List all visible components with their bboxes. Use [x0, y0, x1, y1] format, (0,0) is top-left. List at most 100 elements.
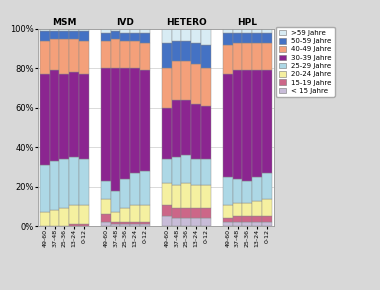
Bar: [233, 33, 242, 43]
Bar: [69, 204, 79, 224]
Bar: [201, 106, 211, 159]
Bar: [223, 177, 233, 204]
Bar: [191, 64, 201, 104]
Bar: [162, 216, 172, 226]
Bar: [233, 29, 242, 33]
Bar: [40, 41, 50, 74]
Bar: [262, 29, 272, 33]
Bar: [223, 218, 233, 222]
Bar: [140, 204, 150, 222]
Bar: [162, 108, 172, 159]
Bar: [59, 29, 69, 31]
Bar: [223, 29, 233, 33]
Bar: [69, 157, 79, 204]
Bar: [201, 29, 211, 45]
Bar: [111, 222, 120, 224]
Text: HPL: HPL: [237, 18, 257, 27]
Bar: [162, 43, 172, 68]
Bar: [120, 41, 130, 68]
Bar: [172, 61, 181, 100]
Bar: [162, 183, 172, 204]
Bar: [201, 209, 211, 218]
Bar: [233, 222, 242, 226]
Bar: [242, 202, 252, 216]
Bar: [242, 216, 252, 222]
Bar: [130, 41, 140, 68]
Bar: [140, 222, 150, 224]
Bar: [120, 29, 130, 33]
Bar: [223, 222, 233, 226]
Bar: [40, 29, 50, 31]
Bar: [252, 222, 262, 226]
Text: IVD: IVD: [116, 18, 134, 27]
Bar: [252, 43, 262, 70]
Bar: [181, 29, 191, 41]
Bar: [191, 29, 201, 43]
Bar: [181, 155, 191, 183]
Bar: [120, 68, 130, 179]
Bar: [201, 159, 211, 185]
Bar: [79, 31, 89, 41]
Text: MSM: MSM: [52, 18, 77, 27]
Bar: [191, 104, 201, 159]
Bar: [262, 70, 272, 173]
Bar: [252, 201, 262, 216]
Bar: [162, 204, 172, 216]
Bar: [140, 224, 150, 226]
Bar: [252, 70, 262, 177]
Bar: [223, 45, 233, 74]
Bar: [162, 29, 172, 43]
Bar: [252, 29, 262, 33]
Bar: [101, 199, 111, 214]
Bar: [69, 31, 79, 39]
Bar: [101, 29, 111, 33]
Bar: [262, 43, 272, 70]
Bar: [201, 45, 211, 68]
Bar: [252, 177, 262, 201]
Bar: [59, 209, 69, 226]
Bar: [223, 204, 233, 218]
Text: HETERO: HETERO: [166, 18, 207, 27]
Bar: [233, 70, 242, 179]
Bar: [181, 209, 191, 218]
Bar: [101, 41, 111, 68]
Bar: [201, 185, 211, 209]
Bar: [130, 68, 140, 173]
Bar: [79, 159, 89, 204]
Bar: [242, 181, 252, 202]
Bar: [172, 185, 181, 209]
Bar: [40, 74, 50, 165]
Bar: [40, 165, 50, 212]
Bar: [111, 68, 120, 191]
Bar: [59, 74, 69, 159]
Bar: [79, 224, 89, 226]
Bar: [223, 74, 233, 177]
Bar: [181, 41, 191, 61]
Bar: [262, 199, 272, 216]
Bar: [140, 70, 150, 171]
Bar: [252, 33, 262, 43]
Bar: [69, 29, 79, 31]
Bar: [242, 33, 252, 43]
Bar: [262, 33, 272, 43]
Bar: [140, 43, 150, 70]
Bar: [111, 212, 120, 222]
Bar: [111, 31, 120, 39]
Bar: [79, 74, 89, 159]
Bar: [223, 33, 233, 45]
Bar: [79, 41, 89, 74]
Bar: [69, 224, 79, 226]
Bar: [59, 31, 69, 39]
Bar: [111, 191, 120, 212]
Bar: [130, 204, 140, 222]
Bar: [181, 100, 191, 155]
Bar: [101, 181, 111, 199]
Bar: [50, 29, 59, 31]
Bar: [140, 33, 150, 43]
Bar: [79, 204, 89, 224]
Bar: [233, 43, 242, 70]
Bar: [120, 209, 130, 222]
Bar: [172, 41, 181, 61]
Legend: >59 Jahre, 50-59 Jahre, 40-49 Jahre, 30-39 Jahre, 25-29 Jahre, 20-24 Jahre, 15-1: >59 Jahre, 50-59 Jahre, 40-49 Jahre, 30-…: [276, 27, 334, 97]
Bar: [262, 222, 272, 226]
